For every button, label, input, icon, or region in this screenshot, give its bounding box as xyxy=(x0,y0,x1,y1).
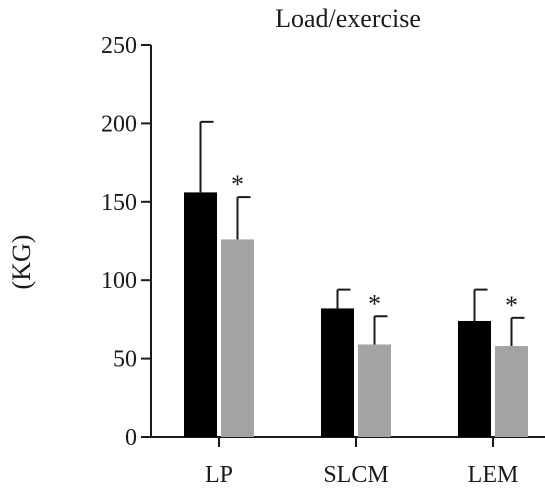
y-axis-label: (KG) xyxy=(7,235,36,290)
y-tick-label: 0 xyxy=(125,425,137,451)
significance-marker: * xyxy=(368,289,381,318)
significance-marker: * xyxy=(231,170,244,199)
y-tick-label: 100 xyxy=(101,268,137,294)
x-tick-label: LEM xyxy=(468,462,519,488)
significance-marker: * xyxy=(505,291,518,320)
bar xyxy=(321,308,354,437)
bar xyxy=(358,344,391,437)
bar xyxy=(184,192,217,437)
y-tick-label: 50 xyxy=(113,347,137,373)
x-tick-label: LP xyxy=(205,462,233,488)
bar xyxy=(458,320,491,437)
bar xyxy=(221,239,254,437)
chart-title: Load/exercise xyxy=(275,4,421,33)
plot-area: 0 50 100 150 200 250 LP SLCM LEM * * * xyxy=(101,33,528,488)
y-tick-label: 250 xyxy=(101,33,137,59)
bar xyxy=(495,346,528,437)
x-tick-label: SLCM xyxy=(323,462,388,488)
y-tick-label: 150 xyxy=(101,190,137,216)
y-tick-label: 200 xyxy=(101,111,137,137)
